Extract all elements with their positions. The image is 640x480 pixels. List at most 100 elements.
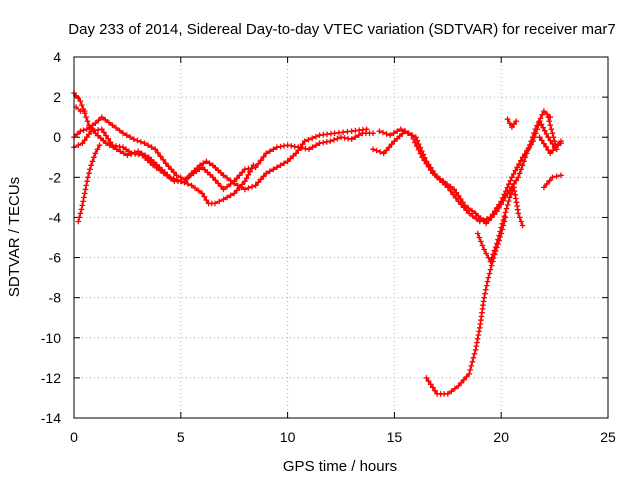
data-point bbox=[555, 141, 562, 147]
data-point bbox=[529, 134, 536, 140]
data-point bbox=[195, 187, 202, 194]
data-point bbox=[95, 127, 101, 133]
data-point bbox=[531, 130, 537, 136]
data-point bbox=[497, 228, 503, 235]
data-point bbox=[168, 175, 174, 182]
data-point bbox=[504, 202, 511, 208]
data-point bbox=[475, 332, 482, 338]
data-point bbox=[558, 172, 564, 179]
data-point bbox=[405, 130, 411, 136]
data-point bbox=[545, 134, 551, 140]
data-point bbox=[481, 246, 487, 253]
data-point bbox=[521, 158, 527, 165]
data-point bbox=[552, 142, 559, 148]
data-point bbox=[503, 205, 510, 212]
data-point bbox=[524, 150, 530, 157]
data-point bbox=[138, 139, 144, 145]
data-point bbox=[77, 128, 84, 134]
data-point bbox=[549, 130, 556, 136]
data-point bbox=[453, 189, 460, 196]
data-point bbox=[116, 143, 123, 150]
data-point bbox=[547, 122, 554, 128]
data-point bbox=[469, 213, 476, 219]
data-point bbox=[483, 250, 489, 257]
data-point bbox=[121, 150, 127, 157]
data-point bbox=[150, 162, 156, 169]
data-point bbox=[483, 282, 490, 289]
data-point bbox=[526, 142, 533, 148]
data-point bbox=[461, 377, 467, 383]
data-point bbox=[188, 182, 195, 189]
data-point bbox=[231, 190, 237, 197]
data-point bbox=[383, 147, 390, 154]
data-point bbox=[164, 173, 171, 179]
data-point bbox=[427, 167, 434, 173]
data-point bbox=[263, 170, 269, 177]
data-point bbox=[387, 132, 393, 138]
data-point bbox=[79, 102, 85, 108]
y-tick-label: -14 bbox=[41, 410, 61, 426]
data-point bbox=[421, 157, 428, 164]
data-point bbox=[505, 198, 512, 204]
data-point bbox=[313, 142, 319, 148]
data-point bbox=[235, 182, 241, 189]
data-point bbox=[536, 134, 543, 140]
data-point bbox=[408, 132, 415, 138]
data-point bbox=[543, 144, 549, 150]
data-point bbox=[124, 152, 131, 159]
data-point bbox=[299, 141, 306, 147]
data-point bbox=[96, 142, 103, 148]
data-point bbox=[277, 143, 284, 150]
data-point bbox=[476, 234, 483, 241]
data-point bbox=[482, 290, 488, 297]
data-point bbox=[86, 131, 92, 137]
axis-ticks bbox=[73, 56, 609, 419]
data-point bbox=[522, 154, 529, 161]
data-point bbox=[373, 147, 380, 154]
data-point bbox=[281, 143, 287, 149]
data-point bbox=[83, 182, 90, 189]
grid-lines bbox=[74, 57, 608, 418]
data-point bbox=[489, 255, 495, 261]
data-point bbox=[532, 126, 539, 132]
data-point bbox=[243, 175, 250, 181]
data-point bbox=[423, 160, 430, 167]
data-point bbox=[513, 118, 519, 124]
data-point bbox=[550, 147, 556, 154]
data-point bbox=[352, 134, 358, 140]
data-point bbox=[491, 247, 498, 254]
data-point bbox=[212, 200, 218, 207]
data-point bbox=[398, 126, 404, 132]
data-point bbox=[490, 251, 496, 258]
data-point bbox=[83, 114, 89, 120]
data-point bbox=[466, 210, 472, 217]
data-point bbox=[260, 173, 267, 180]
data-point bbox=[550, 134, 557, 140]
data-point bbox=[498, 201, 504, 207]
data-point bbox=[469, 359, 476, 365]
x-tick-label: 20 bbox=[493, 429, 509, 445]
data-point bbox=[394, 128, 400, 134]
data-point bbox=[258, 176, 264, 183]
data-point bbox=[386, 144, 392, 151]
data-point bbox=[80, 127, 87, 133]
data-point bbox=[284, 158, 291, 165]
data-point bbox=[496, 232, 502, 239]
data-point bbox=[113, 125, 119, 131]
data-point bbox=[423, 375, 430, 381]
y-tick-label: 4 bbox=[53, 49, 61, 65]
data-point bbox=[238, 184, 245, 191]
data-point bbox=[484, 278, 491, 285]
data-point bbox=[545, 147, 551, 153]
data-point bbox=[417, 150, 424, 157]
data-point bbox=[516, 161, 522, 167]
data-point bbox=[502, 209, 509, 216]
series-8 bbox=[75, 142, 103, 225]
data-point bbox=[252, 182, 259, 189]
data-point bbox=[242, 166, 248, 173]
data-point bbox=[267, 148, 273, 155]
data-point bbox=[239, 169, 245, 176]
data-point bbox=[224, 183, 230, 190]
data-point bbox=[506, 120, 513, 126]
data-point bbox=[270, 166, 277, 173]
